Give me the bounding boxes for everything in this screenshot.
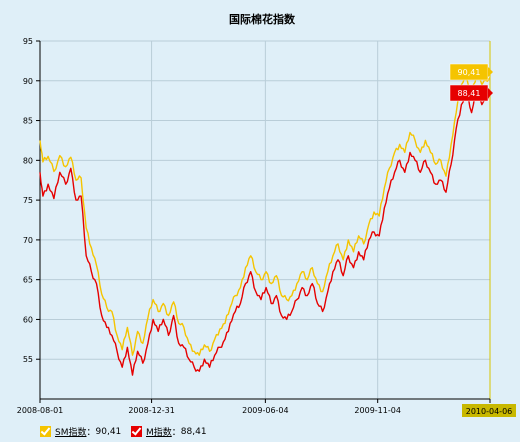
legend-separator: ： bbox=[86, 428, 96, 438]
chart-title: 国际棉花指数 bbox=[229, 12, 296, 26]
y-tick-label: 60 bbox=[23, 315, 33, 324]
value-tag-pointer bbox=[488, 88, 493, 98]
x-tick-label: 2009-06-04 bbox=[242, 406, 289, 415]
checkbox-checked-icon[interactable] bbox=[131, 426, 142, 437]
value-tag-text: 88,41 bbox=[458, 89, 481, 98]
y-tick-label: 80 bbox=[23, 156, 33, 165]
y-tick-label: 85 bbox=[23, 117, 33, 126]
legend-separator: ： bbox=[171, 428, 181, 438]
legend-value: 90,41 bbox=[95, 426, 122, 437]
legend-item-m[interactable]: M指数 ： 88,41 bbox=[131, 425, 207, 438]
legend-name[interactable]: M指数 bbox=[146, 428, 172, 438]
x-tick-label: 2008-08-01 bbox=[17, 406, 64, 415]
y-tick-label: 95 bbox=[23, 37, 33, 46]
legend-item-sm[interactable]: SM指数 ： 90,41 bbox=[40, 425, 121, 438]
x-tick-label: 2008-12-31 bbox=[128, 406, 175, 415]
legend: SM指数 ： 90,41 M指数 ： 88,41 bbox=[0, 420, 520, 442]
legend-name[interactable]: SM指数 bbox=[55, 428, 87, 438]
value-tag-text: 90,41 bbox=[458, 68, 481, 77]
grid-layer bbox=[39, 40, 491, 399]
y-tick-label: 70 bbox=[23, 236, 33, 245]
y-tick-label: 65 bbox=[23, 276, 33, 285]
checkbox-checked-icon[interactable] bbox=[40, 426, 51, 437]
axis-layer: 55 60 65 70 75 80 85 90 95 2008-08-01 2008-12-31 20… bbox=[17, 37, 491, 415]
series-line-sm bbox=[39, 72, 491, 356]
x-crosshair-label-box bbox=[462, 404, 516, 417]
value-tag-pointer bbox=[488, 67, 493, 77]
legend-value: 88,41 bbox=[180, 426, 207, 437]
label-layer: 2010-04-06 90,41 88,41 bbox=[449, 63, 516, 417]
series-layer bbox=[39, 72, 491, 376]
cotton-index-chart: 国际棉花指数 55 60 65 70 75 80 85 90 95 2008-08-01 2008-… bbox=[17, 12, 516, 417]
series-line-m bbox=[39, 87, 491, 376]
y-tick-label: 90 bbox=[23, 77, 33, 86]
y-tick-label: 55 bbox=[23, 355, 33, 364]
y-tick-label: 75 bbox=[23, 196, 33, 205]
x-crosshair-label: 2010-04-06 bbox=[466, 407, 513, 416]
x-tick-label: 2009-11-04 bbox=[354, 406, 401, 415]
